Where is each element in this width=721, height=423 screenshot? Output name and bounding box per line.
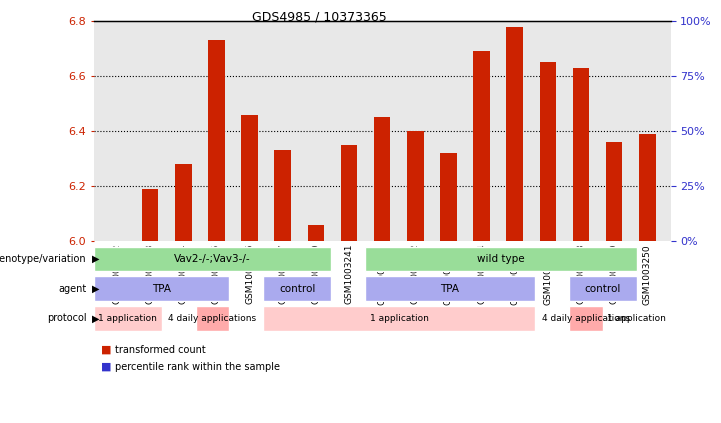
Text: 1 application: 1 application [607,314,666,323]
Bar [142,189,159,241]
Bar [606,142,622,241]
Bar [473,52,490,241]
Text: 1 application: 1 application [98,314,157,323]
FancyBboxPatch shape [94,306,162,331]
FancyBboxPatch shape [94,276,229,301]
FancyBboxPatch shape [195,306,229,331]
FancyBboxPatch shape [365,276,535,301]
Text: ▶: ▶ [92,284,99,294]
Bar [506,27,523,241]
Text: 1 application: 1 application [370,314,428,323]
Text: protocol: protocol [47,313,87,323]
Text: ■: ■ [101,362,112,372]
Bar [341,145,358,241]
Text: 4 daily applications: 4 daily applications [541,314,629,323]
Text: transformed count: transformed count [115,345,206,355]
Text: 4 daily applications: 4 daily applications [169,314,257,323]
Text: genotype/variation: genotype/variation [0,254,87,264]
Bar [539,62,556,241]
Text: Vav2-/-;Vav3-/-: Vav2-/-;Vav3-/- [174,254,251,264]
Text: wild type: wild type [477,254,525,264]
Text: control: control [279,284,316,294]
Text: control: control [585,284,621,294]
FancyBboxPatch shape [569,306,603,331]
Bar [440,153,456,241]
Text: ▶: ▶ [92,313,99,323]
Text: ■: ■ [101,345,112,355]
Bar [208,41,225,241]
Bar [374,118,390,241]
Bar [275,151,291,241]
Bar [175,164,192,241]
Bar [639,134,655,241]
FancyBboxPatch shape [365,247,637,272]
FancyBboxPatch shape [263,276,331,301]
Text: ▶: ▶ [92,254,99,264]
Text: GDS4985 / 10373365: GDS4985 / 10373365 [252,11,387,24]
Bar [572,68,589,241]
Text: percentile rank within the sample: percentile rank within the sample [115,362,280,372]
FancyBboxPatch shape [569,276,637,301]
FancyBboxPatch shape [263,306,535,331]
Text: TPA: TPA [152,284,171,294]
Bar [407,131,423,241]
Bar [308,225,324,241]
Text: agent: agent [58,284,87,294]
FancyBboxPatch shape [94,247,331,272]
Bar [242,115,258,241]
Text: TPA: TPA [441,284,459,294]
